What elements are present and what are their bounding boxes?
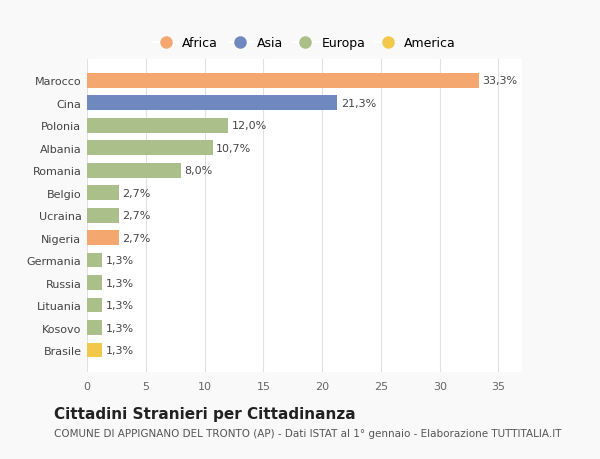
Text: 1,3%: 1,3% [106, 301, 134, 310]
Text: 2,7%: 2,7% [122, 233, 151, 243]
Text: 33,3%: 33,3% [482, 76, 517, 86]
Text: 2,7%: 2,7% [122, 188, 151, 198]
Text: 1,3%: 1,3% [106, 256, 134, 266]
Bar [87, 119, 228, 133]
Bar [87, 276, 102, 290]
Text: COMUNE DI APPIGNANO DEL TRONTO (AP) - Dati ISTAT al 1° gennaio - Elaborazione TU: COMUNE DI APPIGNANO DEL TRONTO (AP) - Da… [54, 428, 562, 438]
Text: 12,0%: 12,0% [232, 121, 267, 131]
Text: 1,3%: 1,3% [106, 278, 134, 288]
Text: 8,0%: 8,0% [185, 166, 213, 176]
Text: 1,3%: 1,3% [106, 345, 134, 355]
Bar [87, 208, 119, 223]
Bar [87, 231, 119, 246]
Text: 10,7%: 10,7% [217, 144, 251, 153]
Bar [87, 253, 102, 268]
Text: 2,7%: 2,7% [122, 211, 151, 221]
Legend: Africa, Asia, Europa, America: Africa, Asia, Europa, America [151, 35, 458, 53]
Text: 21,3%: 21,3% [341, 99, 376, 109]
Text: 1,3%: 1,3% [106, 323, 134, 333]
Bar [87, 343, 102, 358]
Bar [87, 186, 119, 201]
Bar [87, 96, 337, 111]
Text: Cittadini Stranieri per Cittadinanza: Cittadini Stranieri per Cittadinanza [54, 406, 356, 421]
Bar [87, 163, 181, 178]
Bar [87, 298, 102, 313]
Bar [87, 320, 102, 335]
Bar [87, 74, 479, 89]
Bar [87, 141, 213, 156]
